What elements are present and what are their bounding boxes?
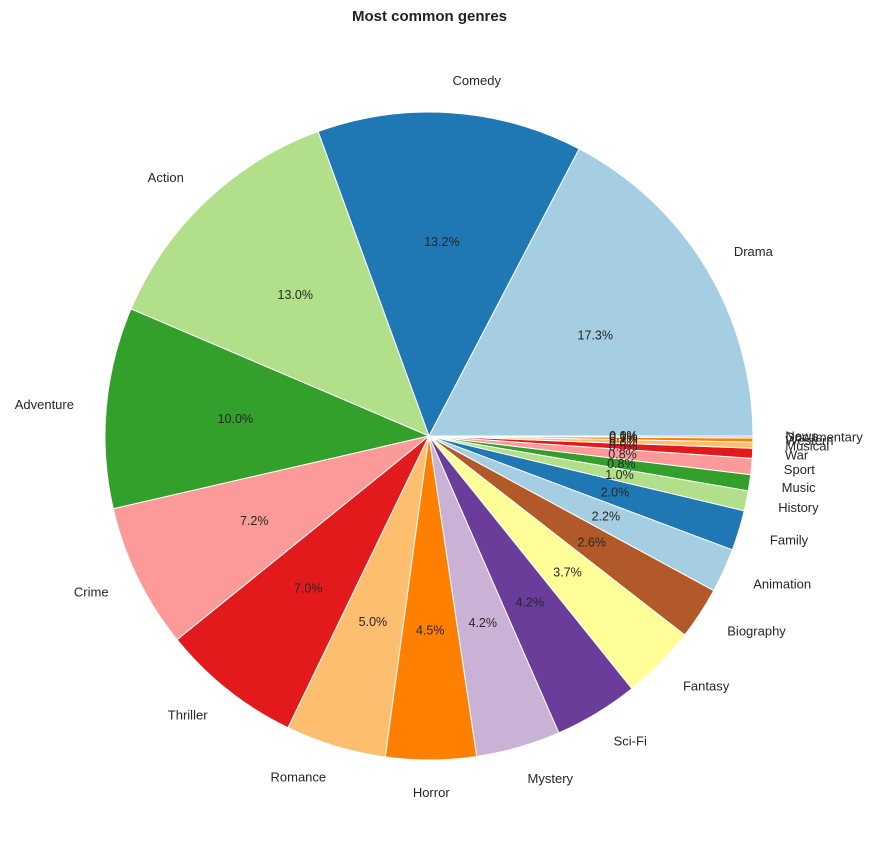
pct-label-crime: 7.2% [240, 514, 269, 528]
pct-label-war: 0.5% [609, 439, 638, 453]
slice-label-comedy: Comedy [453, 73, 502, 88]
slice-label-musical: Musical [785, 439, 829, 454]
slice-label-family: Family [770, 532, 809, 547]
pie-slice-drama [428, 148, 754, 437]
slice-label-adventure: Adventure [15, 397, 74, 412]
pct-label-animation: 2.2% [592, 510, 621, 524]
pie-slice-action [130, 130, 430, 437]
slice-label-drama: Drama [734, 244, 774, 259]
pct-label-sport: 0.8% [608, 447, 637, 461]
slice-label-action: Action [148, 170, 184, 185]
slice-label-horror: Horror [413, 785, 451, 800]
pct-label-horror: 4.5% [416, 623, 445, 637]
slice-label-sport: Sport [784, 462, 815, 477]
slice-label-biography: Biography [727, 624, 786, 639]
slice-label-fantasy: Fantasy [683, 679, 730, 694]
pct-label-adventure: 10.0% [218, 412, 253, 426]
slice-label-news: News [785, 429, 818, 444]
slice-label-sci-fi: Sci-Fi [614, 733, 647, 748]
pct-label-fantasy: 3.7% [553, 565, 582, 579]
pct-label-biography: 2.6% [577, 535, 606, 549]
slice-label-history: History [778, 500, 819, 515]
pie-slice-thriller [176, 435, 430, 729]
slice-label-mystery: Mystery [528, 771, 574, 786]
pct-label-mystery: 4.2% [469, 616, 498, 630]
pct-label-family: 2.0% [601, 486, 630, 500]
slice-label-romance: Romance [271, 770, 327, 785]
pct-label-history: 1.0% [605, 468, 634, 482]
pie-slice-comedy [317, 111, 580, 438]
labels-layer: 17.3% Drama 13.2% Comedy 13.0% Action 10.0% Adv… [15, 73, 863, 800]
chart-title: Most common genres [351, 8, 508, 25]
slice-label-western: Western [785, 433, 833, 448]
pct-label-music: 0.8% [607, 457, 636, 471]
pct-label-musical: 0.3% [609, 435, 638, 449]
pie-slice-adventure [104, 308, 431, 510]
slice-label-crime: Crime [74, 585, 109, 600]
pct-label-documentary: 0.1% [609, 430, 638, 444]
pct-label-romance: 5.0% [359, 615, 388, 629]
slice-label-animation: Animation [753, 576, 811, 591]
slice-label-thriller: Thriller [168, 708, 208, 723]
pct-label-western: 0.2% [609, 431, 638, 445]
pie-slice-documentary [428, 435, 754, 439]
pie-slice-crime [112, 435, 430, 641]
slice-label-war: War [785, 448, 809, 463]
slices-layer [104, 111, 754, 761]
slice-label-documentary: Documentary [785, 430, 863, 445]
pct-label-drama: 17.3% [578, 328, 613, 342]
pct-label-thriller: 7.0% [294, 581, 323, 595]
pct-label-news: 0.0% [609, 429, 638, 443]
pct-label-action: 13.0% [278, 288, 313, 302]
pct-label-comedy: 13.2% [424, 235, 459, 249]
slice-label-music: Music [782, 480, 816, 495]
pct-label-sci-fi: 4.2% [515, 595, 544, 609]
